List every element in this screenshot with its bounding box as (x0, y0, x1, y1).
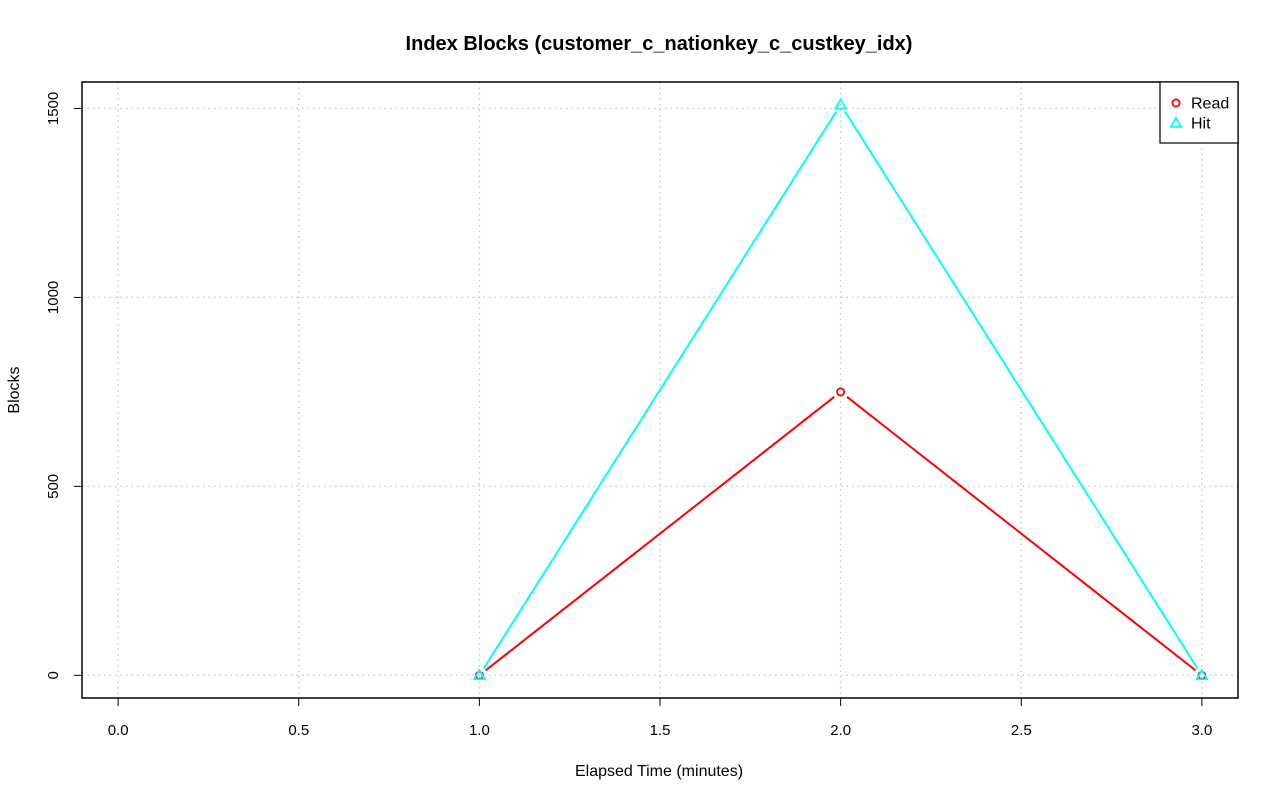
y-tick-label: 0 (45, 671, 62, 679)
legend-marker-read (1171, 98, 1181, 108)
series-hit (472, 97, 1209, 681)
series-hit-point (833, 97, 848, 110)
legend-marker-hit (1169, 115, 1183, 128)
series-hit-point (1195, 668, 1209, 681)
series-read-segment (485, 396, 835, 672)
x-tick-label: 3.0 (1191, 722, 1212, 739)
series-layer (472, 97, 1209, 681)
y-tick-label: 500 (45, 474, 62, 499)
series-hit-point (472, 668, 487, 681)
x-tick-label: 2.0 (830, 722, 851, 739)
x-tick-label: 2.5 (1011, 722, 1032, 739)
series-read-point (836, 387, 846, 397)
y-axis-label: Blocks (6, 366, 23, 413)
legend-label-hit: Hit (1191, 116, 1211, 133)
x-axis-label: Elapsed Time (minutes) (575, 763, 743, 780)
x-tick-label: 0.0 (108, 722, 129, 739)
x-tick-label: 0.5 (288, 722, 309, 739)
y-axis: 0 500 1000 1500 (45, 92, 82, 679)
chart-title: Index Blocks (customer_c_nationkey_c_cus… (406, 33, 913, 55)
series-read-segment (846, 396, 1197, 672)
legend-box (1159, 81, 1239, 144)
x-tick-label: 1.0 (469, 722, 490, 739)
y-tick-label: 1000 (45, 281, 62, 314)
series-hit-segment (844, 110, 1199, 670)
series-hit-segment (482, 110, 838, 670)
legend: Read Hit (1159, 81, 1239, 144)
y-tick-label: 1500 (45, 92, 62, 125)
x-axis: 0.0 0.5 1.0 1.5 2.0 2.5 3.0 (108, 698, 1212, 739)
legend-label-read: Read (1191, 96, 1229, 113)
x-tick-label: 1.5 (650, 722, 671, 739)
